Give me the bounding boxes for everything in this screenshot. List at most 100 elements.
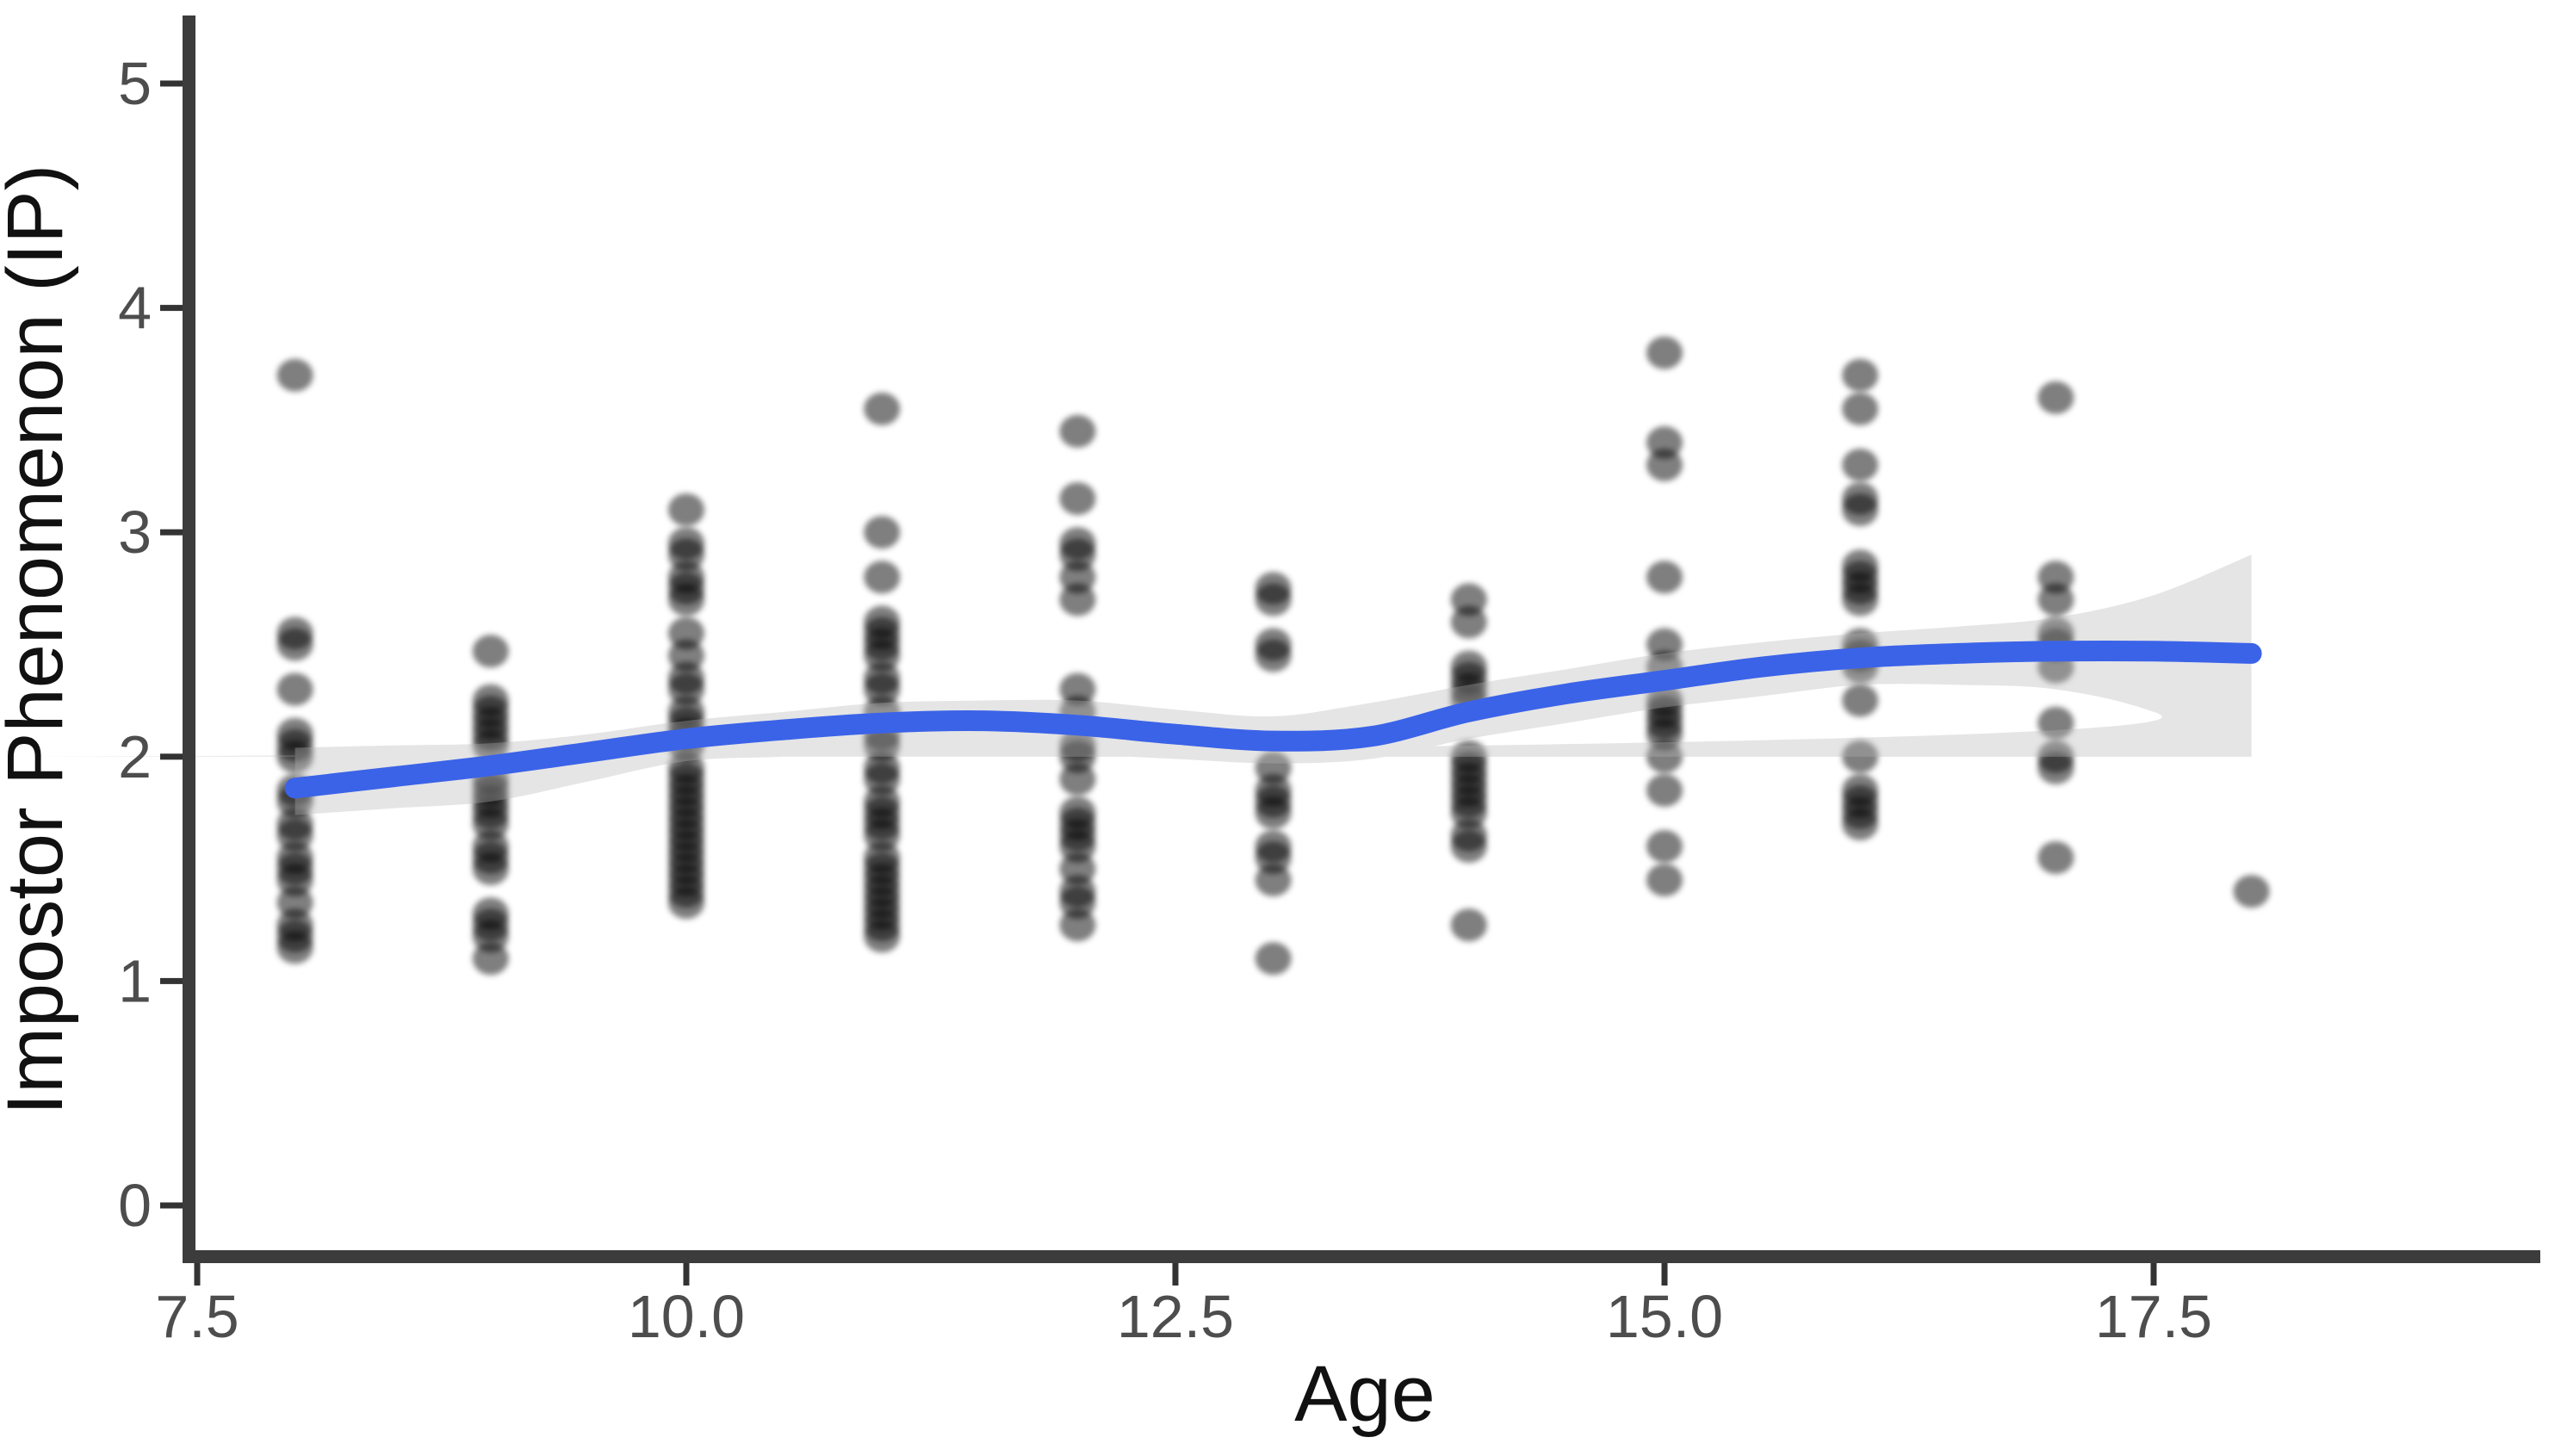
data-point — [1059, 852, 1096, 886]
x-axis-title: Age — [1294, 1350, 1435, 1438]
x-tick-label: 7.5 — [155, 1283, 239, 1350]
data-point — [1450, 796, 1487, 829]
data-point — [864, 392, 901, 425]
data-point — [472, 920, 509, 953]
y-tick-label: 2 — [118, 723, 152, 790]
data-point — [1059, 482, 1096, 516]
data-point — [668, 538, 704, 572]
data-point — [276, 886, 313, 920]
data-point — [276, 931, 313, 964]
data-point — [1842, 684, 1879, 717]
data-point — [1255, 751, 1292, 784]
data-point — [1646, 717, 1683, 751]
data-point — [668, 583, 704, 616]
data-point — [2037, 583, 2074, 616]
data-point — [1646, 426, 1683, 459]
y-tick-mark — [160, 529, 183, 536]
data-point — [864, 819, 901, 852]
data-point — [1059, 830, 1096, 863]
data-point — [1255, 864, 1292, 897]
x-axis-ticks — [194, 1263, 2157, 1286]
y-axis-tick-labels: 0 1 2 3 4 5 — [118, 50, 152, 1239]
data-point — [1842, 583, 1879, 616]
x-tick-label: 15.0 — [1606, 1283, 1723, 1350]
x-tick-mark — [1661, 1263, 1668, 1286]
data-point — [276, 740, 313, 773]
data-point — [1255, 841, 1292, 875]
data-point — [1842, 358, 1879, 392]
data-point — [668, 672, 704, 706]
data-point — [2233, 875, 2270, 908]
data-point — [1842, 392, 1879, 425]
y-tick-label: 3 — [118, 499, 152, 566]
loess-smooth-line — [284, 641, 2262, 799]
data-point — [1646, 449, 1683, 481]
y-tick-label: 0 — [118, 1172, 152, 1239]
data-point — [864, 639, 901, 672]
data-point — [276, 672, 313, 706]
x-axis-tick-labels: 7.5 10.0 12.5 15.0 17.5 — [155, 1283, 2212, 1350]
data-point — [668, 616, 704, 650]
x-tick-mark — [1172, 1263, 1179, 1286]
data-point — [2037, 841, 2074, 875]
data-point — [864, 672, 901, 706]
data-point — [1059, 740, 1096, 773]
x-tick-mark — [683, 1263, 690, 1286]
data-point — [1450, 583, 1487, 616]
data-point — [1450, 605, 1487, 639]
y-tick-mark — [160, 753, 183, 760]
y-axis-line — [183, 15, 195, 1263]
data-point — [1646, 561, 1683, 594]
y-axis-ticks — [160, 80, 183, 1209]
data-point — [1059, 561, 1096, 594]
data-point — [1646, 830, 1683, 863]
y-tick-label: 4 — [118, 275, 152, 342]
data-point — [1646, 864, 1683, 897]
x-axis-line — [183, 1250, 2540, 1263]
data-point — [1059, 538, 1096, 572]
data-point — [1842, 449, 1879, 481]
data-point — [276, 628, 313, 661]
y-tick-label: 1 — [118, 947, 152, 1014]
data-point — [2037, 561, 2074, 594]
y-tick-mark — [160, 1202, 183, 1209]
data-point — [1842, 808, 1879, 840]
x-tick-label: 10.0 — [628, 1283, 745, 1350]
data-point — [864, 516, 901, 549]
data-point — [1255, 639, 1292, 672]
x-tick-label: 17.5 — [2095, 1283, 2212, 1350]
data-point — [2037, 381, 2074, 414]
x-tick-mark — [194, 1263, 201, 1286]
y-tick-mark — [160, 305, 183, 312]
y-axis-title: Impostor Phenomenon (IP) — [0, 164, 79, 1116]
data-point — [276, 358, 313, 392]
data-point — [1255, 583, 1292, 616]
data-point — [668, 639, 704, 672]
data-point — [1059, 583, 1096, 616]
data-point — [864, 920, 901, 953]
data-point — [472, 635, 509, 668]
data-point — [2037, 706, 2074, 740]
x-tick-mark — [2150, 1263, 2157, 1286]
y-tick-label: 5 — [118, 50, 152, 117]
data-point — [1255, 942, 1292, 976]
data-point — [864, 561, 901, 594]
data-point — [1059, 886, 1096, 920]
data-point — [472, 942, 509, 976]
data-point — [2037, 751, 2074, 784]
data-point — [1059, 414, 1096, 448]
data-point — [1059, 672, 1096, 706]
data-point — [1842, 740, 1879, 773]
data-point — [1450, 830, 1487, 863]
data-point — [472, 808, 509, 840]
data-point — [472, 728, 509, 762]
data-point — [1450, 908, 1487, 942]
data-point — [864, 762, 901, 796]
y-tick-mark — [160, 80, 183, 87]
data-point — [1842, 493, 1879, 527]
data-point — [864, 728, 901, 762]
data-point — [1646, 336, 1683, 369]
data-point — [1646, 740, 1683, 773]
